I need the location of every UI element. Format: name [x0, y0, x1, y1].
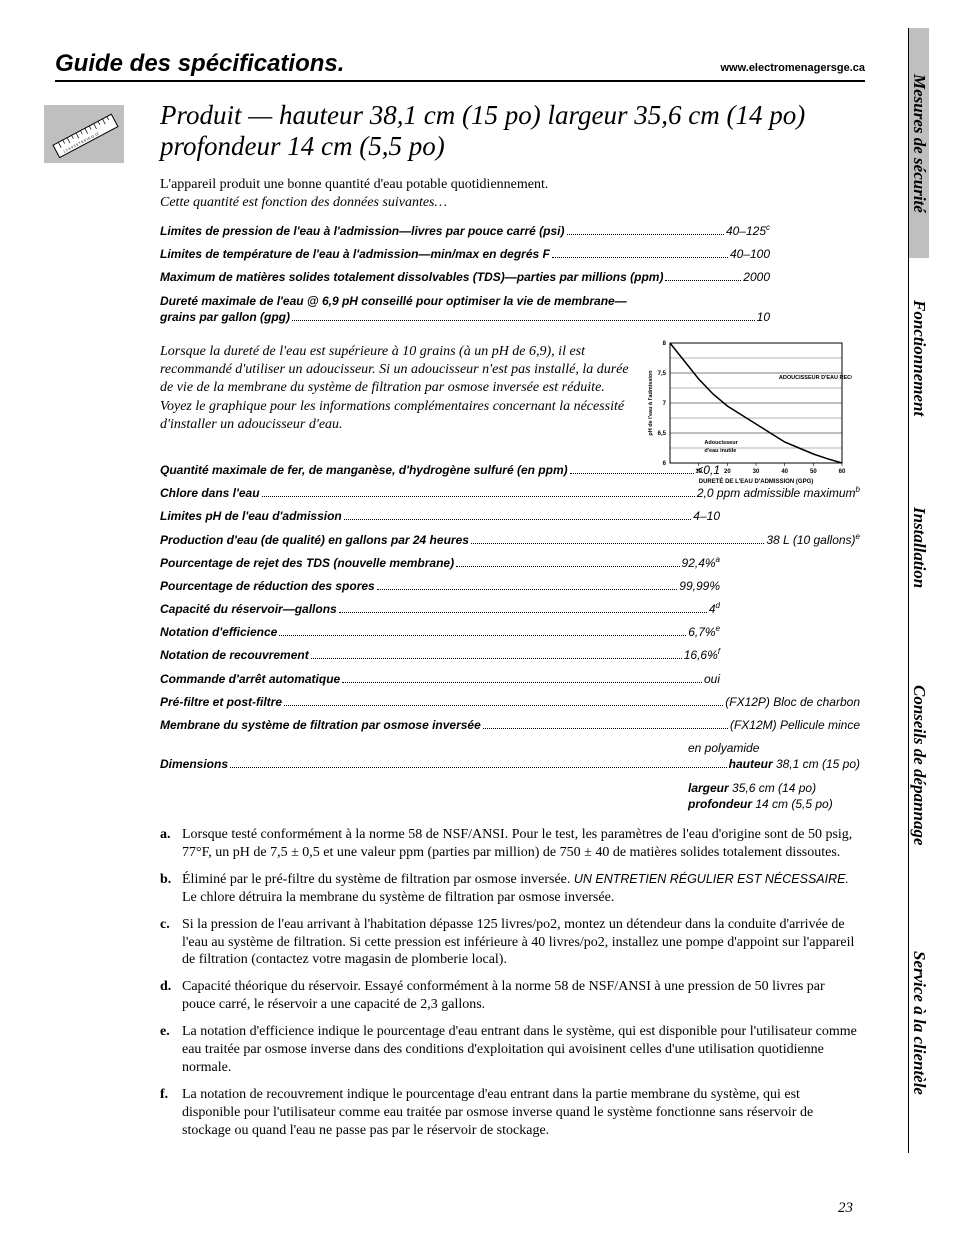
footnotes: a.Lorsque testé conformément à la norme …: [160, 826, 860, 1140]
spec-row: Production d'eau (de qualité) en gallons…: [160, 532, 860, 548]
footnote: a.Lorsque testé conformément à la norme …: [160, 826, 860, 862]
svg-text:pH de l'eau à l'admission: pH de l'eau à l'admission: [648, 370, 654, 436]
spec-row: Quantité maximale de fer, de manganèse, …: [160, 462, 720, 478]
spec-row: Limites de pression de l'eau à l'admissi…: [160, 223, 770, 239]
svg-text:ADOUCISSEUR D'EAU RECOMMANDÉ: ADOUCISSEUR D'EAU RECOMMANDÉ: [779, 373, 852, 381]
intro-line2: Cette quantité est fonction des données …: [160, 195, 447, 210]
side-tab[interactable]: Conseils de dépannage: [908, 638, 929, 893]
guide-title: Guide des spécifications.: [55, 50, 344, 78]
spec-row: Pourcentage de réduction des spores99,99…: [160, 578, 720, 594]
footnote: c.Si la pression de l'eau arrivant à l'h…: [160, 916, 860, 970]
spec-row: Pré-filtre et post-filtre(FX12P) Bloc de…: [160, 694, 860, 710]
specs-block-1: Limites de pression de l'eau à l'admissi…: [160, 223, 770, 325]
product-title: Produit — hauteur 38,1 cm (15 po) largeu…: [160, 100, 860, 162]
svg-text:40: 40: [781, 469, 788, 475]
footnote: b.Éliminé par le pré-filtre du système d…: [160, 871, 860, 907]
spec-row: Notation d'efficience6,7%e: [160, 624, 720, 640]
spec-row: Capacité du réservoir—gallons4d: [160, 601, 720, 617]
svg-text:8: 8: [663, 341, 667, 347]
svg-text:d'eau inutile: d'eau inutile: [704, 448, 736, 454]
svg-text:20: 20: [724, 469, 731, 475]
svg-text:60: 60: [839, 469, 846, 475]
intro-text: L'appareil produit une bonne quantité d'…: [160, 176, 860, 211]
spec-row: Pourcentage de rejet des TDS (nouvelle m…: [160, 555, 720, 571]
softener-chart: 6 6,5 7 7,5 8 10 20 30 40 50 60 ADOUCISSEUR D'EAU R…: [642, 335, 852, 490]
grain-note: Lorsque la dureté de l'eau est supérieur…: [160, 343, 630, 434]
spec-row: Notation de recouvrement16,6%f: [160, 647, 720, 663]
spec-row: Limites pH de l'eau d'admission4–10: [160, 508, 720, 524]
side-tab[interactable]: Mesures de sécurité: [908, 28, 929, 258]
spec-row: Commande d'arrêt automatiqueoui: [160, 671, 720, 687]
header-url: www.electromenagersge.ca: [721, 62, 866, 74]
svg-text:10: 10: [695, 469, 702, 475]
footnote: e.La notation d'efficience indique le po…: [160, 1023, 860, 1077]
spec-extra: largeur 35,6 cm (14 po): [688, 780, 860, 796]
specs-block-2: Quantité maximale de fer, de manganèse, …: [160, 462, 860, 812]
footnote: f.La notation de recouvrement indique le…: [160, 1086, 860, 1140]
svg-text:Adoucisseur: Adoucisseur: [704, 440, 738, 446]
content-column: Produit — hauteur 38,1 cm (15 po) largeu…: [160, 100, 860, 1140]
side-tab[interactable]: Fonctionnement: [908, 258, 929, 458]
intro-line1: L'appareil produit une bonne quantité d'…: [160, 177, 548, 192]
spec-row: Maximum de matières solides totalement d…: [160, 269, 770, 285]
side-tabs: Mesures de sécuritéFonctionnementInstall…: [908, 28, 954, 1218]
ruler-icon: 1 2 3 4 5 6 7 8 9 10 11 12: [44, 105, 124, 163]
spec-row: Membrane du système de filtration par os…: [160, 717, 860, 733]
header-row: Guide des spécifications. www.electromen…: [55, 50, 865, 82]
svg-text:6,5: 6,5: [658, 431, 667, 437]
side-tab[interactable]: Service à la clientèle: [908, 893, 929, 1153]
side-tab[interactable]: Installation: [908, 458, 929, 638]
svg-text:DURETÉ DE L'EAU D'ADMISSION (G: DURETÉ DE L'EAU D'ADMISSION (GPG): [699, 477, 814, 485]
page-number: 23: [838, 1200, 853, 1217]
page-content: Guide des spécifications. www.electromen…: [55, 50, 865, 1149]
svg-text:7: 7: [663, 401, 667, 407]
spec-extra: en polyamide: [688, 740, 860, 756]
spec-extra: profondeur 14 cm (5,5 po): [688, 796, 860, 812]
svg-text:50: 50: [810, 469, 817, 475]
svg-text:6: 6: [663, 461, 667, 467]
spec-row: Dureté maximale de l'eau @ 6,9 pH consei…: [160, 293, 770, 325]
svg-text:30: 30: [753, 469, 760, 475]
svg-text:7,5: 7,5: [658, 371, 667, 377]
spec-row: Limites de température de l'eau à l'admi…: [160, 246, 770, 262]
spec-row: Dimensionshauteur 38,1 cm (15 po): [160, 756, 860, 772]
footnote: d.Capacité théorique du réservoir. Essay…: [160, 978, 860, 1014]
